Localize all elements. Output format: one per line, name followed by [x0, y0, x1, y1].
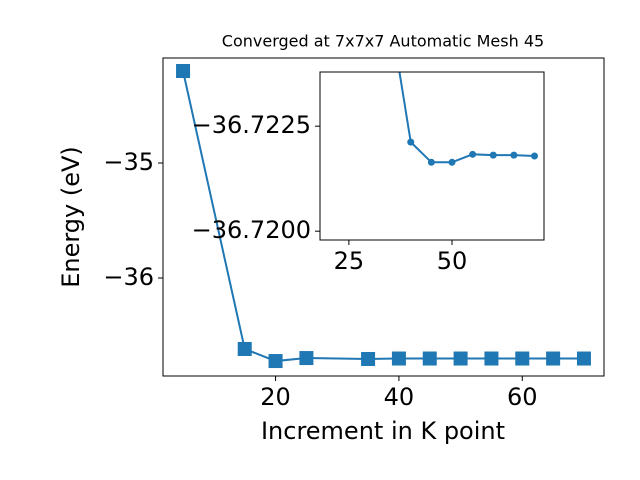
x-tick-label: 50	[437, 247, 468, 275]
data-point	[361, 351, 376, 366]
x-tick-label: 60	[507, 383, 538, 411]
data-point	[407, 138, 415, 146]
data-point	[427, 158, 435, 166]
data-point	[510, 151, 518, 159]
y-tick-label: −36	[103, 263, 154, 291]
data-point	[531, 152, 539, 160]
data-point	[515, 351, 530, 366]
data-point	[299, 351, 314, 366]
axes-frame	[319, 71, 545, 241]
data-point	[484, 351, 499, 366]
y-tick-label: −35	[103, 148, 154, 176]
axes-frame	[162, 57, 605, 377]
y-tick-label: −36.7225	[192, 111, 311, 139]
x-tick-label: 25	[334, 247, 365, 275]
y-tick-label: −36.7200	[192, 216, 311, 244]
data-point	[268, 354, 283, 369]
data-point	[422, 351, 437, 366]
x-tick-label: 20	[260, 383, 291, 411]
data-point	[453, 351, 468, 366]
plot-area	[398, 72, 539, 166]
data-point	[237, 341, 252, 356]
plot-area	[176, 63, 591, 369]
data-point	[448, 158, 456, 166]
data-point	[469, 150, 477, 158]
data-point	[176, 63, 191, 78]
data-point	[546, 351, 561, 366]
chart-title: Converged at 7x7x7 Automatic Mesh 45	[222, 32, 544, 51]
x-axis-label: Increment in K point	[261, 417, 505, 445]
y-axis-label: Energy (eV)	[57, 146, 85, 288]
data-point	[391, 351, 406, 366]
data-point	[489, 151, 497, 159]
data-point	[576, 351, 591, 366]
x-tick-label: 40	[384, 383, 415, 411]
